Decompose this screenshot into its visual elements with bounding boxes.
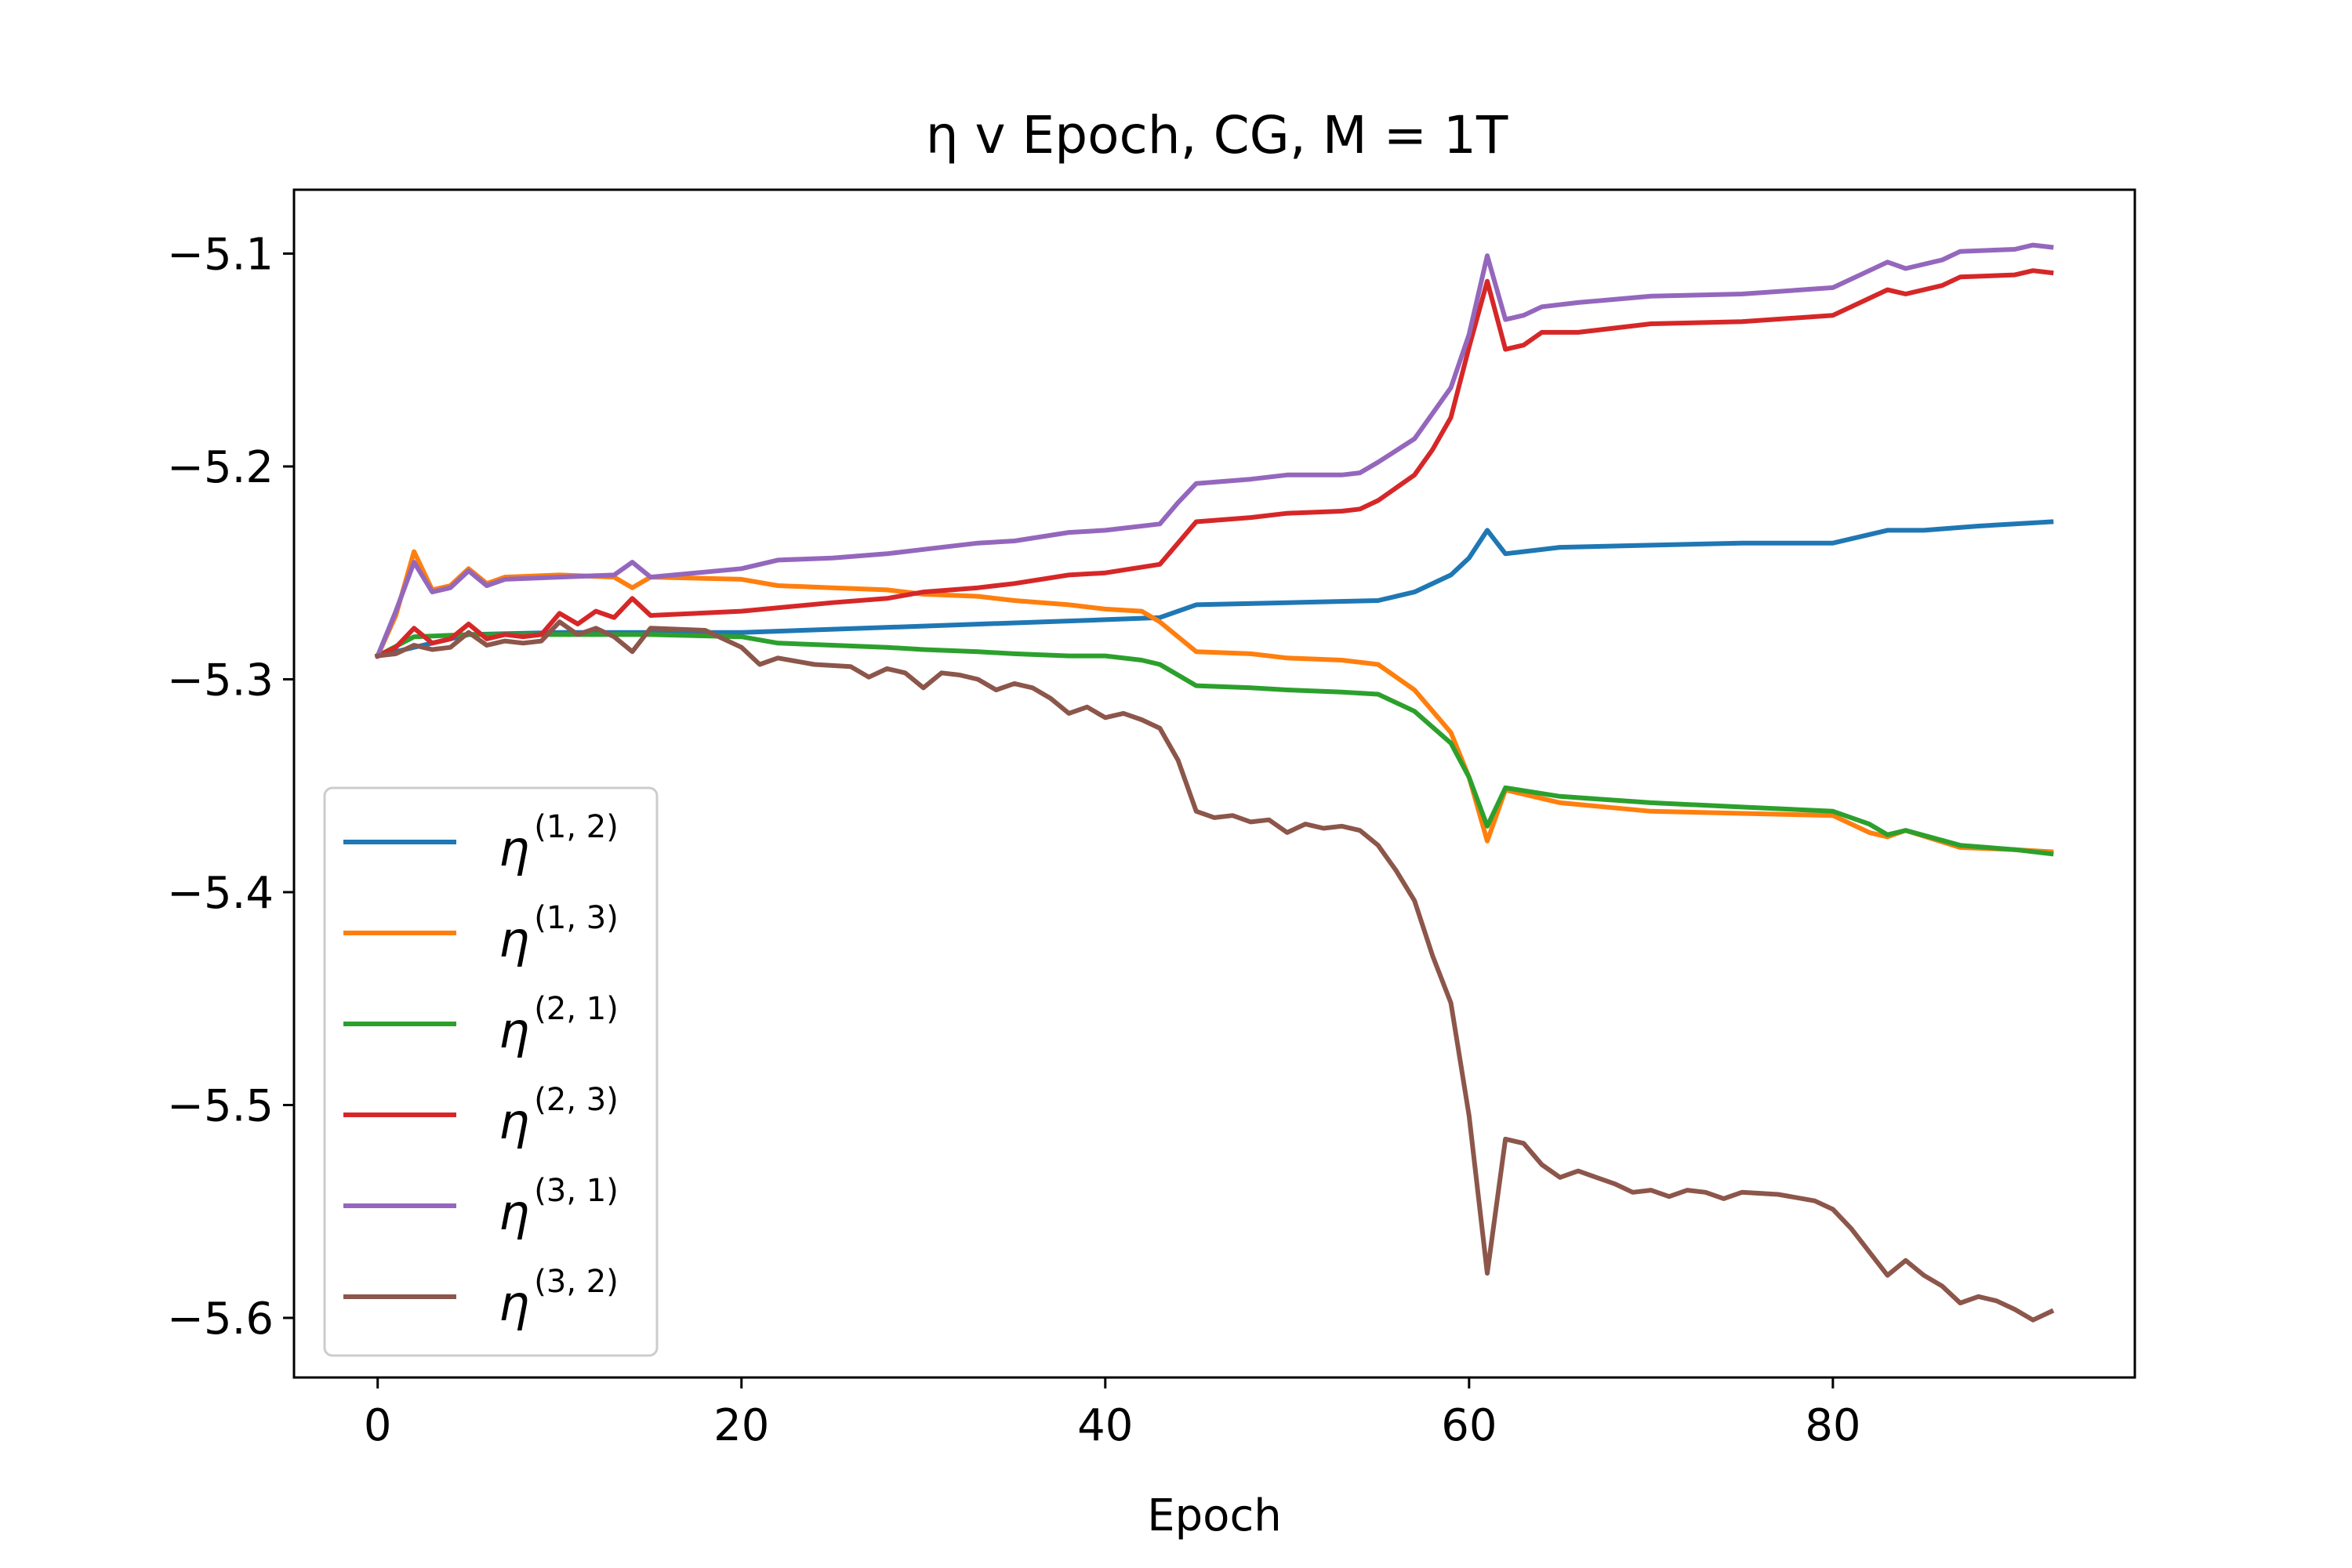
x-tick-label: 40 xyxy=(1077,1400,1133,1451)
legend-box xyxy=(323,786,659,1357)
x-tick-label: 20 xyxy=(713,1400,769,1451)
y-tick-label: −5.2 xyxy=(167,442,274,493)
series-layer xyxy=(374,242,2055,1323)
y-tick-label: −5.3 xyxy=(167,655,274,706)
y-tick-label: −5.6 xyxy=(167,1294,274,1345)
series-line-5 xyxy=(374,242,2054,659)
x-tick-label: 80 xyxy=(1805,1400,1860,1451)
y-tick-label: −5.4 xyxy=(167,868,274,919)
legend: η (1, 2)η (1, 3)η (2, 1)η (2, 3)η (3, 1)η (3, … xyxy=(323,786,659,1357)
series-line-1 xyxy=(375,519,2054,659)
x-axis: 0 20 40 60 80 xyxy=(364,1377,1860,1451)
x-tick-label: 60 xyxy=(1441,1400,1497,1451)
series-line-3 xyxy=(374,632,2054,857)
plot-frame xyxy=(292,188,2136,1379)
x-axis-label: Epoch xyxy=(1147,1490,1281,1541)
y-axis: −5.1 −5.2 −5.3 −5.4 −5.5 −5.6 xyxy=(167,229,294,1345)
series-line-6 xyxy=(375,619,2055,1323)
y-tick-label: −5.5 xyxy=(167,1080,274,1131)
x-tick-label: 0 xyxy=(364,1400,392,1451)
series-line-4 xyxy=(374,268,2054,659)
chart-title: η v Epoch, CG, M = 1T xyxy=(926,105,1508,165)
y-tick-label: −5.1 xyxy=(167,229,274,280)
